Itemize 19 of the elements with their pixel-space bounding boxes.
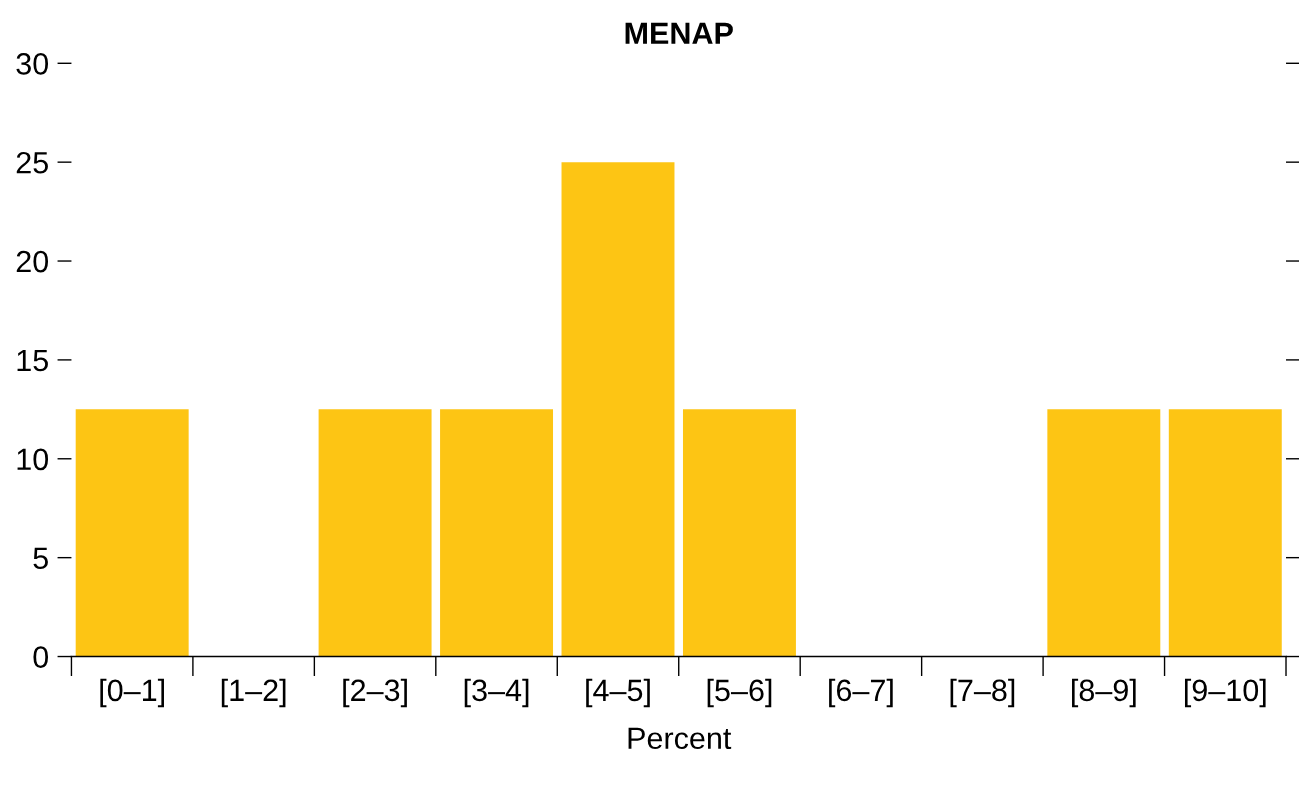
x-tick-label: [9–10] xyxy=(1184,678,1266,708)
x-tick-label: [2–3] xyxy=(343,678,407,708)
y-tick-label: 25 xyxy=(16,151,48,174)
y-tick-label: 30 xyxy=(16,53,49,75)
x-tick-label: [0–1] xyxy=(100,678,164,708)
x-tick-label: [8–9] xyxy=(1072,678,1136,708)
x-tick-label: [7–8] xyxy=(950,678,1015,708)
x-tick-label: [3–4] xyxy=(464,678,529,708)
y-tick-label: 5 xyxy=(33,547,48,570)
y-tick-label: 15 xyxy=(17,349,48,372)
x-axis-title: Percent xyxy=(628,727,732,750)
y-tick-label: 10 xyxy=(17,448,49,471)
y-tick-label: 0 xyxy=(33,646,49,668)
x-tick-label: [4–5] xyxy=(586,678,650,708)
y-tick-label: 20 xyxy=(16,250,49,273)
x-tick-label: [6–7] xyxy=(829,678,893,708)
x-tick-label: [5–6] xyxy=(707,678,772,708)
chart-title: MENAP xyxy=(625,22,733,44)
x-tick-label: [1–2] xyxy=(221,678,286,708)
